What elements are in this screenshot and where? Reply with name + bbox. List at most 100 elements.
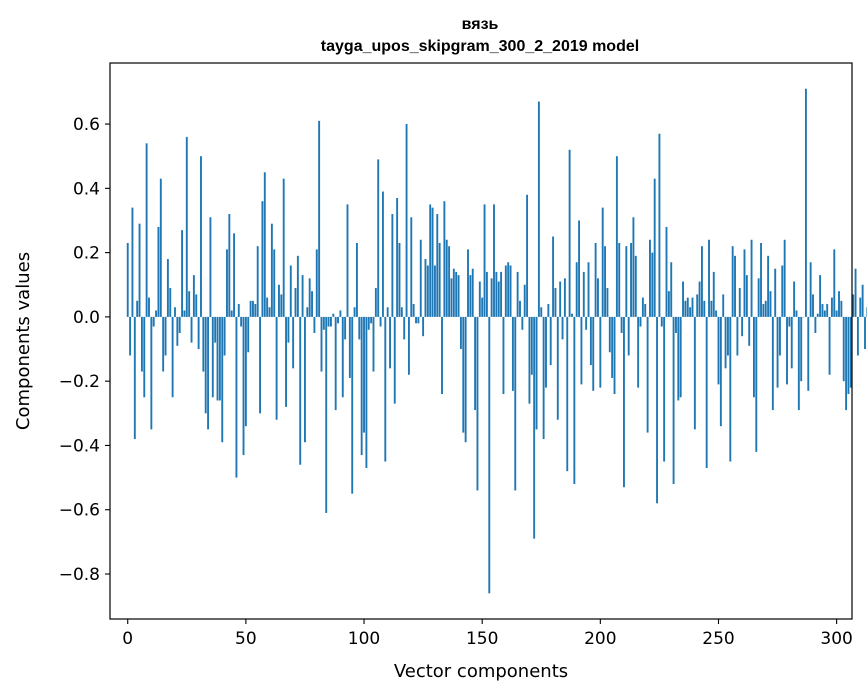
bar-155 bbox=[493, 204, 495, 316]
bar-49 bbox=[243, 317, 245, 455]
bar-166 bbox=[519, 301, 521, 317]
bar-230 bbox=[670, 262, 672, 317]
bar-297 bbox=[829, 317, 831, 375]
bar-154 bbox=[491, 278, 493, 317]
bar-9 bbox=[148, 298, 150, 317]
bar-240 bbox=[694, 317, 696, 429]
bar-276 bbox=[779, 317, 781, 356]
bar-91 bbox=[342, 317, 344, 397]
bar-259 bbox=[739, 288, 741, 317]
x-tick-label: 250 bbox=[702, 629, 734, 649]
y-tick-label: 0.0 bbox=[73, 308, 100, 328]
bar-7 bbox=[143, 317, 145, 397]
bar-119 bbox=[408, 317, 410, 375]
bar-137 bbox=[451, 278, 453, 317]
bar-220 bbox=[647, 317, 649, 433]
bar-235 bbox=[682, 282, 684, 317]
bar-222 bbox=[651, 253, 653, 317]
bar-25 bbox=[186, 137, 188, 317]
bar-95 bbox=[351, 317, 353, 494]
bar-77 bbox=[309, 278, 311, 317]
bar-238 bbox=[689, 307, 691, 317]
bar-126 bbox=[425, 259, 427, 317]
bar-258 bbox=[736, 317, 738, 356]
bar-83 bbox=[323, 317, 325, 330]
bar-215 bbox=[635, 256, 637, 317]
bar-187 bbox=[569, 150, 571, 317]
bar-1 bbox=[129, 317, 131, 356]
bar-246 bbox=[708, 240, 710, 317]
bar-206 bbox=[614, 317, 616, 394]
x-tick-label: 200 bbox=[584, 629, 616, 649]
x-tick-label: 0 bbox=[122, 629, 133, 649]
bar-194 bbox=[585, 317, 587, 330]
bar-106 bbox=[377, 159, 379, 316]
bar-210 bbox=[623, 317, 625, 487]
bar-153 bbox=[488, 317, 490, 593]
bar-36 bbox=[212, 317, 214, 397]
bar-100 bbox=[363, 317, 365, 433]
bar-81 bbox=[318, 121, 320, 317]
bar-267 bbox=[758, 278, 760, 317]
bar-186 bbox=[566, 317, 568, 471]
bar-117 bbox=[403, 317, 405, 340]
bar-102 bbox=[368, 317, 370, 330]
bar-287 bbox=[805, 89, 807, 317]
bar-226 bbox=[661, 317, 663, 327]
bar-69 bbox=[290, 265, 292, 316]
bar-72 bbox=[297, 256, 299, 317]
bar-47 bbox=[238, 304, 240, 317]
bar-2 bbox=[132, 208, 134, 317]
bar-197 bbox=[592, 317, 594, 391]
bar-196 bbox=[590, 317, 592, 365]
bar-97 bbox=[356, 243, 358, 317]
bar-109 bbox=[384, 317, 386, 462]
bar-111 bbox=[389, 317, 391, 368]
bar-125 bbox=[422, 317, 424, 336]
bar-90 bbox=[339, 310, 341, 316]
bar-144 bbox=[467, 249, 469, 316]
bar-131 bbox=[436, 214, 438, 317]
bar-141 bbox=[460, 317, 462, 349]
bar-168 bbox=[524, 285, 526, 317]
bar-234 bbox=[680, 317, 682, 397]
bar-151 bbox=[484, 204, 486, 316]
bar-265 bbox=[753, 317, 755, 397]
bar-208 bbox=[618, 243, 620, 317]
bar-116 bbox=[401, 307, 403, 317]
bar-221 bbox=[649, 240, 651, 317]
bar-264 bbox=[751, 240, 753, 317]
bar-24 bbox=[183, 310, 185, 316]
y-axis-ticks: −0.8−0.6−0.4−0.20.00.20.40.6 bbox=[59, 115, 110, 585]
bar-138 bbox=[453, 269, 455, 317]
bar-191 bbox=[578, 220, 580, 316]
bar-8 bbox=[146, 143, 148, 317]
x-tick-label: 50 bbox=[235, 629, 257, 649]
bar-248 bbox=[713, 272, 715, 317]
bar-56 bbox=[259, 317, 261, 413]
bar-177 bbox=[545, 317, 547, 388]
bar-104 bbox=[373, 317, 375, 372]
bar-4 bbox=[136, 301, 138, 317]
bar-80 bbox=[316, 249, 318, 316]
bar-250 bbox=[718, 317, 720, 384]
bar-26 bbox=[188, 291, 190, 317]
bar-236 bbox=[684, 301, 686, 317]
bar-185 bbox=[564, 278, 566, 317]
bar-188 bbox=[571, 314, 573, 317]
bar-249 bbox=[715, 310, 717, 316]
bar-205 bbox=[611, 317, 613, 378]
bar-167 bbox=[521, 317, 523, 330]
bar-71 bbox=[295, 288, 297, 317]
bar-245 bbox=[706, 317, 708, 468]
bar-174 bbox=[538, 102, 540, 317]
bar-76 bbox=[306, 307, 308, 317]
bar-11 bbox=[153, 317, 155, 327]
bar-59 bbox=[266, 298, 268, 317]
bar-139 bbox=[455, 272, 457, 317]
bar-85 bbox=[328, 317, 330, 327]
bar-120 bbox=[410, 217, 412, 317]
bar-263 bbox=[748, 317, 750, 346]
